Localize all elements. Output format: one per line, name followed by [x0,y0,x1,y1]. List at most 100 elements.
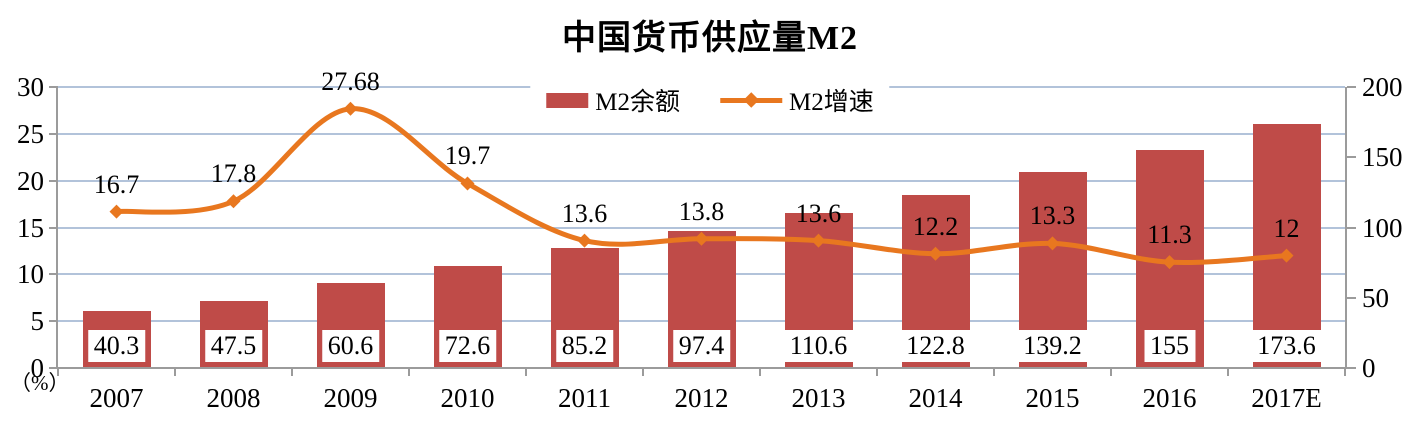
bar-value-label: 72.6 [438,330,497,362]
bar-value-label: 40.3 [87,330,146,362]
line-value-label: 12 [1273,213,1300,243]
line-value-label: 13.8 [678,196,725,226]
x-axis-category-label: 2008 [206,383,261,413]
diamond-marker-icon [460,176,475,191]
x-axis-tick [1344,369,1346,376]
gridline [58,132,1345,135]
right-axis-tick-label: 200 [1362,72,1403,102]
m2-growth-line [109,101,1294,270]
line-value-label: 17.8 [210,159,257,189]
diamond-marker-icon [928,246,943,261]
legend-label-m2-growth: M2增速 [789,89,874,116]
left-axis-tick-label: 20 [17,165,44,196]
x-axis-tick [525,369,527,376]
bar-value-label: 139.2 [1017,330,1088,362]
x-axis-tick [174,369,176,376]
gridline [58,226,1345,229]
line-value-label: 16.7 [93,169,140,199]
right-axis-tick-label: 100 [1362,212,1403,243]
left-axis-tick-label: 5 [30,306,45,337]
left-axis-tick [49,273,58,276]
x-axis-tick [408,369,410,376]
left-axis-tick-label: 10 [17,259,44,290]
x-axis-tick [291,369,293,376]
diamond-marker-icon [226,194,241,209]
x-axis-category-label: 2012 [674,383,729,413]
x-axis-category-label: 2007 [89,383,144,413]
x-axis-line [56,367,1347,369]
bar-value-label: 122.8 [900,330,971,362]
right-axis-tick [1347,86,1356,88]
legend: M2余额 M2增速 [530,79,890,121]
left-axis-tick [49,132,58,135]
left-axis-tick [49,86,58,88]
line-value-label: 27.68 [321,66,380,96]
diamond-marker-icon [1045,236,1060,251]
plot-area: 40.3 47.5 60.6 72.6 85.2 97.4 110.6 122.8 139.2 1… [58,67,1345,368]
x-axis-category-label: 2017E [1251,383,1322,413]
left-axis-tick [49,320,58,323]
right-axis-tick [1347,226,1356,229]
x-axis-category-label: 2011 [558,383,611,413]
right-axis-line [1345,87,1347,369]
right-axis-tick [1347,367,1356,369]
left-axis-tick [49,226,58,229]
x-axis-tick [642,369,644,376]
legend-item-m2-balance: M2余额 [546,82,680,118]
line-value-label: 11.3 [1147,220,1192,250]
diamond-marker-icon [694,231,709,246]
x-axis-category-label: 2009 [323,383,378,413]
left-axis-line [56,87,58,368]
line-value-label: 12.2 [912,211,959,241]
line-series-swatch-icon [720,92,782,108]
right-axis-tick-label: 50 [1362,282,1389,313]
bar-value-label: 97.4 [672,330,731,362]
diamond-marker-icon [1279,248,1294,263]
diamond-marker-icon [577,233,592,248]
x-axis-category-label: 2016 [1142,383,1197,413]
x-axis-category-label: 2010 [440,383,495,413]
diamond-marker-icon [811,233,826,248]
right-axis-tick-label: 150 [1362,142,1403,173]
chart-title: 中国货币供应量M2 [561,20,859,57]
x-axis-tick [759,369,761,376]
x-axis-tick [876,369,878,376]
x-axis-tick [1227,369,1229,376]
right-axis-tick [1347,156,1356,159]
x-axis-tick [1110,369,1112,376]
line-value-label: 13.6 [795,198,842,228]
x-axis-tick [57,369,59,376]
right-axis-tick-label: 0 [1362,353,1376,383]
bar-value-label: 173.6 [1251,330,1322,362]
line-value-label: 13.6 [561,198,608,228]
legend-label-m2-balance: M2余额 [595,89,680,116]
diamond-marker-icon [1162,255,1177,270]
diamond-marker-icon [343,101,358,116]
x-axis-category-label: 2013 [791,383,846,413]
bar-value-label: 85.2 [555,330,614,362]
diamond-marker-icon [743,92,759,108]
legend-item-m2-growth: M2增速 [720,82,874,118]
left-axis-tick-label: 30 [17,72,44,102]
bar-value-label: 60.6 [321,330,380,362]
x-axis-category-label: 2015 [1025,383,1080,413]
left-axis-tick-label: 0 [30,353,45,383]
left-axis-unit-label: （%） [10,371,70,395]
left-axis-tick [49,179,58,182]
x-axis-category-label: 2014 [908,383,963,413]
bar-value-label: 110.6 [783,330,854,362]
bar-value-label: 155 [1144,330,1195,362]
x-axis-tick [993,369,995,376]
left-axis-tick-label: 15 [17,212,44,243]
bar-series-swatch-icon [546,92,589,108]
bar-value-label: 47.5 [204,330,263,362]
right-axis-tick [1347,296,1356,299]
bar-m2-balance [1252,124,1321,368]
line-value-label: 13.3 [1029,201,1076,231]
left-axis-tick [49,367,58,369]
gridline [58,179,1345,182]
line-value-label: 19.7 [444,141,491,171]
line-path [114,106,1289,265]
diamond-marker-icon [109,204,124,219]
